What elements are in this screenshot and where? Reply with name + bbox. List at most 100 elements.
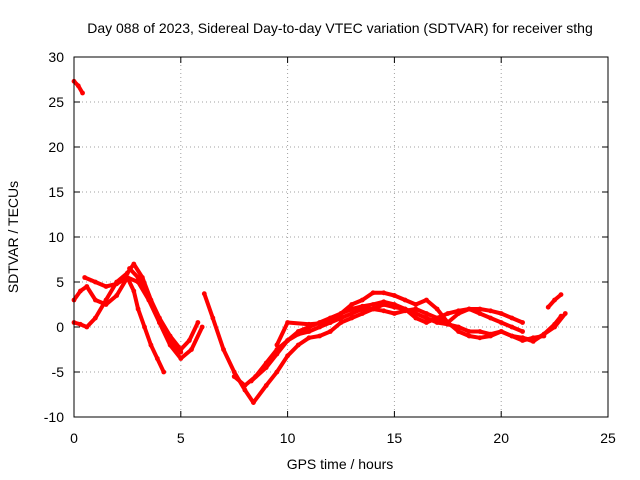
data-point [306,329,312,334]
data-point [381,299,387,305]
data-point [295,342,301,348]
data-point [338,311,344,316]
data-point [466,333,472,339]
data-point [295,331,301,337]
data-point [231,369,237,375]
series-line-sat-8 [249,307,546,383]
data-point [349,311,355,316]
data-point [92,315,98,321]
x-tick-label: 5 [177,430,185,446]
data-point [424,311,429,316]
y-tick-label: -10 [44,409,64,425]
data-point [103,284,109,289]
data-point [424,320,429,325]
data-point [199,324,205,330]
data-point [285,353,290,359]
data-point [445,320,451,325]
data-point [327,329,333,334]
data-point [381,308,387,314]
data-point [146,293,152,298]
data-point [509,333,515,339]
data-point [434,320,440,325]
axis-ticks: 0 5 10 15 20 25 -10 -5 0 5 10 15 20 25 30 [44,49,616,446]
data-point [445,311,451,316]
data-point [477,335,483,341]
data-point [274,351,280,357]
data-point [488,315,493,321]
data-point [161,369,167,375]
data-point [466,306,472,312]
y-tick-label: 10 [48,229,64,245]
data-point [545,304,551,310]
series-layer [71,78,568,405]
data-point [210,315,216,321]
data-point [562,311,568,316]
data-point [135,306,141,312]
data-point [92,279,98,285]
x-tick-label: 15 [387,430,403,446]
series-line-sat-9 [274,290,525,347]
data-point [231,374,237,379]
data-point [92,297,98,303]
data-point [541,331,547,337]
y-tick-label: 15 [48,184,64,200]
data-point [317,324,323,330]
data-point [520,335,525,341]
x-tick-label: 20 [493,430,509,446]
y-tick-label: 30 [48,49,64,65]
data-point [127,266,132,271]
data-point [167,333,173,339]
data-point [114,293,120,298]
chart-title: Day 088 of 2023, Sidereal Day-to-day VTE… [87,20,593,36]
data-point [263,365,269,370]
data-point [370,306,376,312]
data-point [498,320,504,325]
data-point [392,311,397,316]
data-point [359,311,365,316]
y-tick-label: 20 [48,139,64,155]
y-axis-label: SDTVAR / TECUs [5,181,21,293]
data-point [520,320,525,325]
data-point [509,324,515,330]
data-point [195,320,201,325]
x-tick-label: 25 [600,430,616,446]
data-point [135,275,141,280]
data-point [285,338,290,343]
y-tick-label: -5 [52,364,65,380]
data-point [488,308,493,314]
data-point [248,378,254,384]
data-point [306,335,312,341]
data-point [509,315,515,321]
data-point [370,302,376,307]
data-point [402,308,408,314]
series-line-sat-4 [82,275,183,355]
data-point [413,306,419,312]
data-point [221,347,226,352]
y-tick-label: 5 [56,274,64,290]
data-point [201,291,207,297]
data-point [186,338,192,343]
data-point [381,290,387,296]
data-point [80,90,85,96]
data-point [154,356,160,361]
data-point [413,302,419,307]
data-point [139,275,145,280]
data-point [78,288,83,294]
data-point [189,347,194,352]
data-point [402,297,408,303]
y-tick-label: 0 [56,319,64,335]
data-point [477,311,483,316]
data-point [558,313,564,319]
x-tick-label: 10 [280,430,296,446]
data-point [84,324,90,330]
x-tick-label: 0 [70,430,78,446]
data-point [142,324,147,330]
data-point [392,293,397,298]
data-point [103,297,109,303]
data-point [434,306,440,312]
data-point [349,315,355,321]
y-tick-label: 25 [48,94,64,110]
data-point [530,339,536,344]
data-point [392,302,397,307]
data-point [552,321,557,327]
